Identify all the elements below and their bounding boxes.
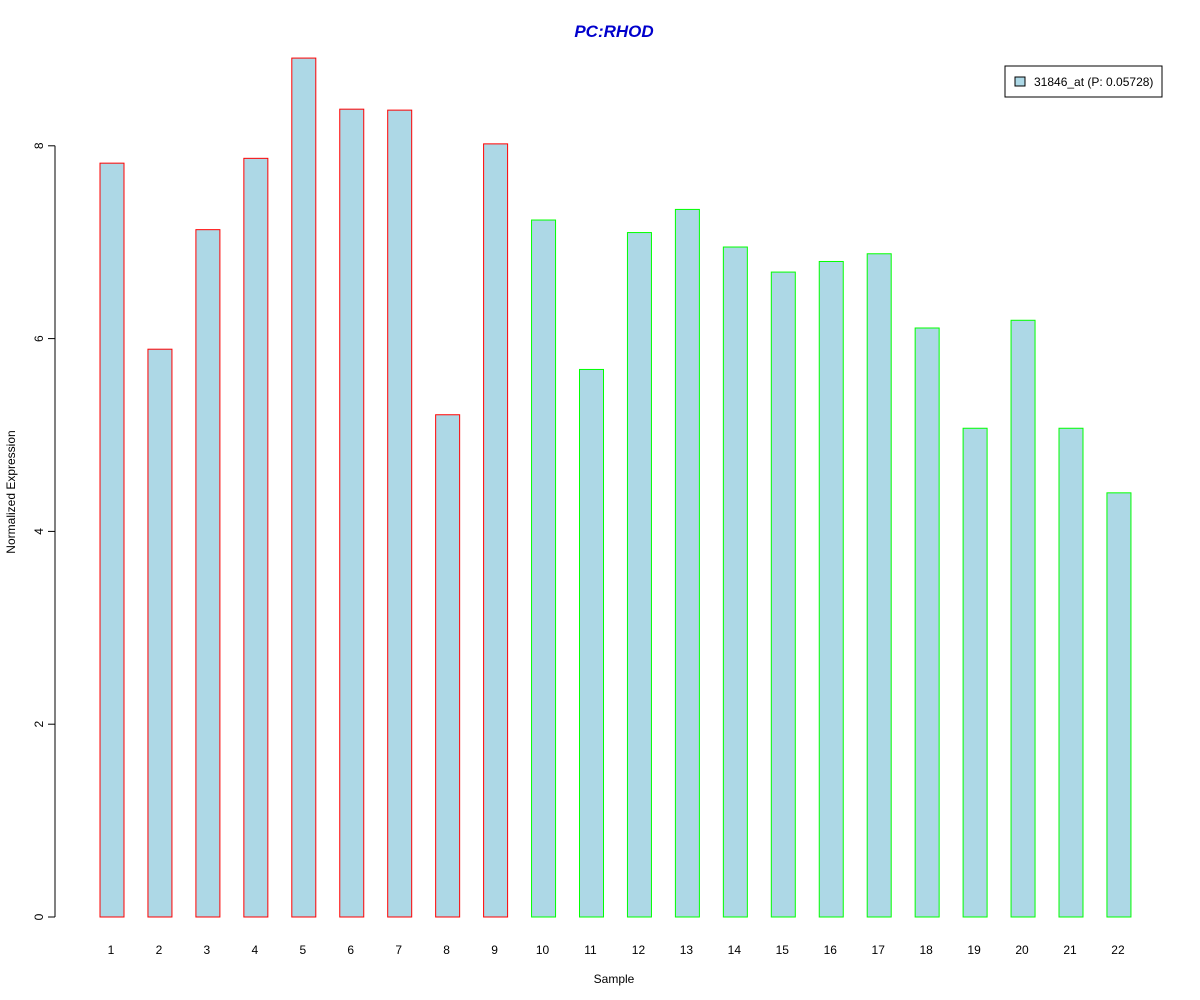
y-axis-tick-label: 2 bbox=[32, 721, 46, 728]
y-axis-tick-label: 8 bbox=[32, 142, 46, 149]
bar-sample-21 bbox=[1058, 427, 1084, 918]
x-axis-tick-label: 19 bbox=[967, 943, 981, 957]
x-axis-tick-label: 10 bbox=[536, 943, 550, 957]
bar-sample-8 bbox=[435, 414, 461, 918]
x-axis-tick-label: 18 bbox=[919, 943, 933, 957]
x-axis-tick-label: 5 bbox=[299, 943, 306, 957]
y-axis-tick-label: 4 bbox=[32, 528, 46, 535]
x-axis-tick-label: 20 bbox=[1015, 943, 1029, 957]
x-axis-tick-label: 8 bbox=[443, 943, 450, 957]
y-axis-tick-label: 6 bbox=[32, 335, 46, 342]
bar-sample-15 bbox=[770, 271, 796, 918]
x-axis-label: Sample bbox=[594, 972, 635, 986]
x-axis-tick-label: 14 bbox=[728, 943, 742, 957]
x-axis-tick-label: 12 bbox=[632, 943, 646, 957]
legend-swatch bbox=[1014, 76, 1026, 87]
x-axis-tick-label: 17 bbox=[872, 943, 886, 957]
bar-sample-9 bbox=[483, 143, 509, 918]
bar-sample-14 bbox=[722, 246, 748, 918]
bar-sample-3 bbox=[195, 229, 221, 918]
y-axis: 0 2 4 6 8 bbox=[32, 142, 56, 920]
legend-box bbox=[1004, 65, 1163, 98]
bar-sample-19 bbox=[962, 427, 988, 918]
x-axis-tick-label: 6 bbox=[347, 943, 354, 957]
bar-sample-2 bbox=[147, 348, 173, 918]
bar-sample-5 bbox=[291, 57, 317, 918]
x-axis-tick-label: 3 bbox=[204, 943, 211, 957]
x-axis-tick-label: 9 bbox=[491, 943, 498, 957]
x-axis-tick-label: 11 bbox=[584, 943, 597, 957]
x-axis-tick-label: 2 bbox=[156, 943, 163, 957]
x-axis-tick-label: 15 bbox=[776, 943, 790, 957]
bar-sample-11 bbox=[579, 368, 604, 918]
bar-sample-17 bbox=[866, 253, 892, 918]
bar-sample-18 bbox=[914, 327, 940, 918]
y-axis-tick-label: 0 bbox=[32, 913, 46, 920]
x-axis-tick-label: 21 bbox=[1063, 943, 1077, 957]
x-axis-tick-label: 7 bbox=[395, 943, 402, 957]
legend: 31846_at (P: 0.05728) bbox=[1004, 65, 1163, 98]
bar-sample-20 bbox=[1010, 319, 1036, 918]
bar-sample-12 bbox=[626, 232, 652, 918]
bar-sample-4 bbox=[243, 157, 269, 918]
bar-sample-22 bbox=[1106, 492, 1132, 918]
x-axis-tick-label: 16 bbox=[824, 943, 838, 957]
bar-sample-7 bbox=[387, 109, 413, 918]
legend-label: 31846_at (P: 0.05728) bbox=[1034, 75, 1153, 89]
x-axis-tick-label: 13 bbox=[680, 943, 694, 957]
x-axis-tick-labels: 1 2 3 4 5 6 7 8 9 10 11 12 13 14 15 16 17 18 19 20 21 22 bbox=[108, 943, 1125, 957]
bar-sample-13 bbox=[674, 208, 700, 918]
bar-sample-16 bbox=[818, 260, 844, 918]
bars bbox=[99, 57, 1132, 918]
chart-title: PC:RHOD bbox=[574, 22, 653, 41]
bar-sample-6 bbox=[339, 108, 365, 918]
bar-sample-1 bbox=[99, 162, 125, 918]
x-axis-tick-label: 4 bbox=[252, 943, 259, 957]
bar-sample-10 bbox=[531, 219, 557, 918]
x-axis-tick-label: 1 bbox=[108, 943, 115, 957]
y-axis-label: Normalized Expression bbox=[4, 430, 18, 553]
x-axis-tick-label: 22 bbox=[1111, 943, 1125, 957]
